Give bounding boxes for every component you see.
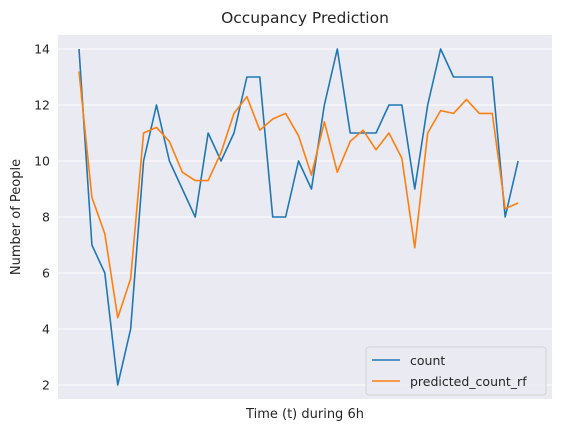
y-tick-label-10: 10	[34, 154, 50, 169]
y-tick-label-2: 2	[42, 378, 50, 393]
series-line-count	[78, 48, 519, 386]
legend-label-count: count	[410, 353, 445, 368]
series-line-predicted-count-rf	[78, 71, 519, 319]
y-tick-labels: 2 4 6 8 10 12 14	[34, 42, 50, 393]
y-tick-label-14: 14	[34, 42, 50, 57]
series-lines	[78, 48, 519, 386]
gridlines	[58, 48, 552, 386]
legend-label-predicted: predicted_count_rf	[410, 374, 527, 389]
legend: count predicted_count_rf	[365, 346, 547, 396]
y-tick-label-12: 12	[34, 98, 50, 113]
chart-title: Occupancy Prediction	[221, 9, 389, 27]
y-tick-label-8: 8	[42, 210, 50, 225]
y-tick-label-4: 4	[42, 322, 50, 337]
legend-box	[365, 346, 547, 396]
x-axis-label: Time (t) during 6h	[245, 407, 364, 422]
y-tick-label-6: 6	[42, 266, 50, 281]
y-axis-label: Number of People	[9, 159, 24, 275]
